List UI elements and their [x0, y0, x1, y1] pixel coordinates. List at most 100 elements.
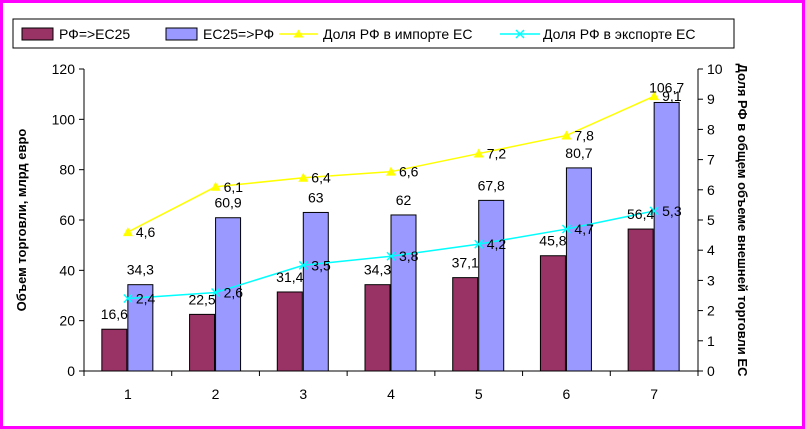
data-label-series-2: 106,7	[649, 79, 684, 95]
bar-series-1	[101, 328, 128, 372]
right-tick-label: 2	[707, 303, 715, 319]
right-tick-label: 10	[707, 61, 723, 77]
left-tick-label: 20	[59, 313, 75, 329]
data-label-import: 7,8	[574, 127, 594, 143]
data-label-series-1: 37,1	[452, 255, 479, 271]
x-tick-label: 3	[299, 386, 307, 402]
data-label-series-2: 34,3	[127, 262, 154, 278]
bar-series-2	[478, 199, 505, 372]
left-tick-label: 100	[52, 111, 76, 127]
right-tick-label: 6	[707, 182, 715, 198]
legend-label-export: Доля РФ в экспорте ЕС	[543, 26, 695, 42]
marker-export	[123, 293, 133, 304]
legend-box	[12, 18, 735, 49]
marker-export	[561, 224, 571, 234]
data-label-series-2: 67,8	[478, 177, 505, 193]
bar-series-1	[276, 291, 303, 372]
right-tick-label: 1	[707, 333, 715, 349]
x-tick-label: 7	[650, 386, 658, 402]
legend-swatch-series-1	[21, 27, 54, 41]
bar-series-2	[127, 284, 154, 372]
data-label-export: 3,8	[399, 248, 419, 264]
marker-export-stroke	[123, 293, 133, 304]
data-label-export: 2,4	[136, 291, 156, 307]
marker-import	[473, 148, 484, 158]
bar-series-1	[364, 284, 391, 372]
bar-series-2	[302, 211, 329, 372]
marker-export	[474, 239, 484, 249]
data-label-series-1: 56,4	[627, 206, 654, 222]
data-label-series-1: 16,6	[101, 306, 128, 322]
left-tick-label: 40	[59, 262, 75, 278]
bar-series-2	[653, 101, 680, 372]
bar-series-1	[452, 277, 479, 372]
right-tick-label: 4	[707, 242, 715, 258]
data-label-series-2: 80,7	[565, 145, 592, 161]
data-label-series-1: 22,5	[188, 291, 215, 307]
legend-label-import: Доля РФ в импорте ЕС	[323, 26, 472, 42]
data-label-series-1: 34,3	[364, 262, 391, 278]
data-label-series-1: 45,8	[539, 233, 566, 249]
left-tick-label: 0	[67, 363, 75, 379]
marker-import	[649, 91, 660, 101]
right-tick-label: 3	[707, 272, 715, 288]
right-tick-label: 8	[707, 121, 715, 137]
marker-import	[210, 181, 221, 191]
x-tick-label: 6	[563, 386, 571, 402]
x-tick-label: 4	[387, 386, 395, 402]
left-tick-label: 80	[59, 162, 75, 178]
data-label-export: 5,3	[662, 203, 682, 219]
marker-import	[386, 166, 396, 176]
data-label-import: 6,4	[311, 170, 331, 186]
x-tick-label: 5	[475, 386, 483, 402]
right-tick-label: 5	[707, 212, 715, 228]
bar-series-1	[539, 255, 566, 372]
marker-import	[298, 172, 309, 182]
right-tick-label: 0	[707, 363, 715, 379]
marker-export-stroke	[211, 287, 221, 298]
data-label-export: 4,7	[574, 221, 594, 237]
legend: РФ=>ЕС25 ЕС25=>РФ Доля РФ в импорте ЕС Д…	[12, 18, 735, 49]
marker-import	[122, 227, 133, 237]
data-label-series-2: 62	[396, 192, 412, 208]
legend-swatch-series-2	[165, 27, 198, 41]
bar-series-2	[390, 214, 417, 372]
x-tick-label: 2	[212, 386, 220, 402]
left-tick-label: 120	[52, 61, 76, 77]
data-label-series-2: 60,9	[214, 195, 241, 211]
legend-marker-import	[293, 29, 304, 38]
data-label-import: 4,6	[136, 224, 156, 240]
marker-export-stroke	[649, 206, 659, 216]
legend-label-series-1: РФ=>ЕС25	[59, 26, 130, 42]
left-axis-title: Объем торговли, млрд евро	[14, 129, 29, 312]
marker-export-stroke	[298, 260, 308, 270]
bar-series-1	[189, 313, 216, 372]
marker-export-stroke	[474, 239, 484, 249]
data-label-series-1: 31,4	[276, 269, 303, 285]
x-tick-label: 1	[124, 386, 132, 402]
marker-export-stroke	[561, 224, 571, 234]
data-label-import: 7,2	[487, 146, 507, 162]
bar-series-2	[565, 167, 592, 372]
marker-export	[298, 260, 308, 270]
legend-marker-export	[515, 29, 525, 39]
right-tick-label: 7	[707, 152, 715, 168]
marker-export	[649, 206, 659, 216]
marker-export	[386, 251, 396, 261]
right-axis-title-line-1: Доля РФ в общем объеме внешней торговли …	[735, 64, 750, 378]
right-tick-label: 9	[707, 91, 715, 107]
data-label-export: 3,5	[311, 257, 331, 273]
data-label-export: 2,6	[224, 284, 244, 300]
marker-export-stroke	[386, 251, 396, 261]
bar-series-2	[215, 217, 242, 372]
left-tick-label: 60	[59, 212, 75, 228]
data-label-import: 9,1	[662, 88, 682, 104]
marker-import	[561, 130, 572, 140]
bar-series-1	[627, 228, 654, 372]
legend-label-series-2: ЕС25=>РФ	[203, 26, 274, 42]
data-label-import: 6,6	[399, 164, 419, 180]
data-label-series-2: 63	[308, 189, 324, 205]
data-label-import: 6,1	[224, 179, 244, 195]
data-label-export: 4,2	[487, 236, 507, 252]
